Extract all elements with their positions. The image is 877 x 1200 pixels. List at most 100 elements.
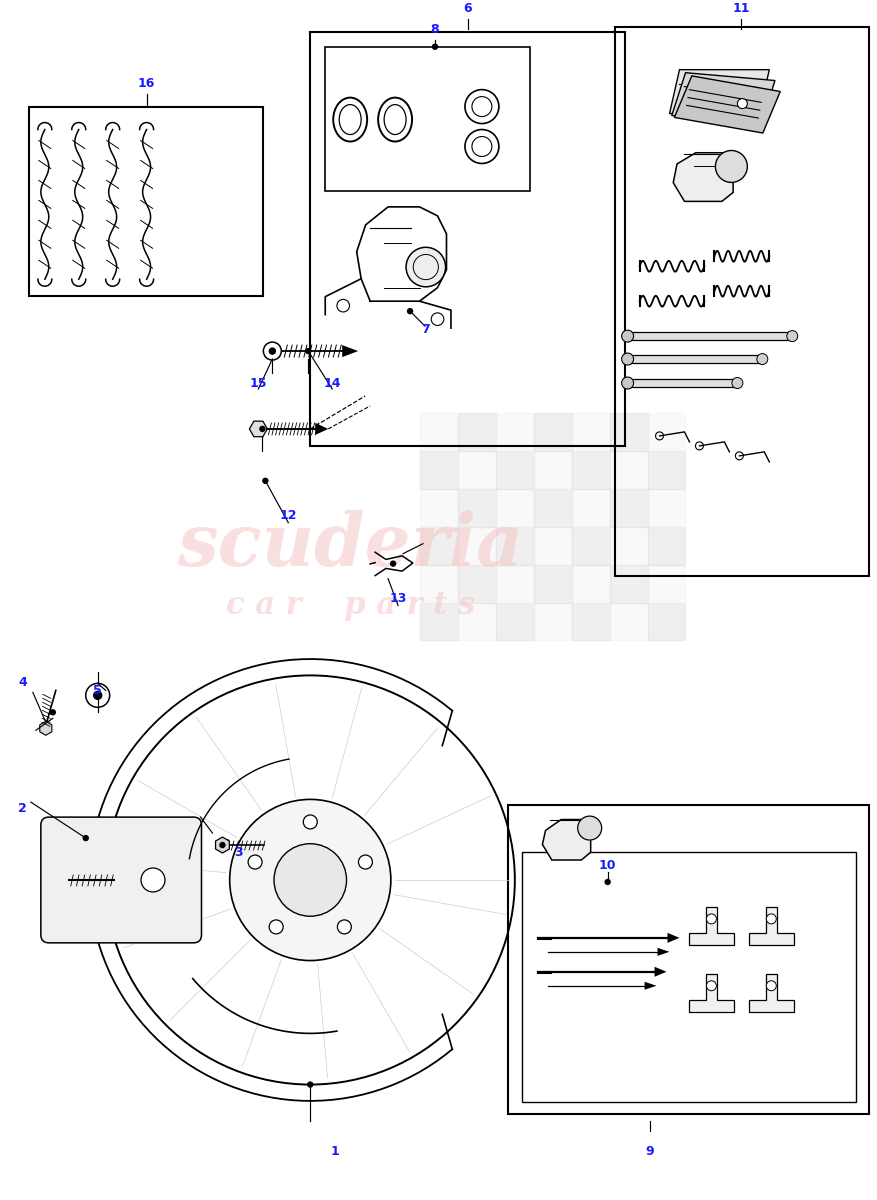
Bar: [521, 852, 855, 1102]
Text: 14: 14: [323, 377, 340, 390]
Bar: [627, 355, 761, 364]
Bar: [419, 488, 458, 527]
Circle shape: [756, 354, 767, 365]
Bar: [627, 379, 737, 388]
Bar: [496, 527, 533, 565]
Circle shape: [248, 856, 261, 869]
Text: 13: 13: [389, 592, 406, 605]
Circle shape: [706, 980, 716, 991]
Text: 11: 11: [731, 2, 749, 16]
Bar: [533, 527, 571, 565]
Polygon shape: [249, 421, 267, 437]
Circle shape: [390, 562, 396, 566]
Bar: [627, 332, 791, 340]
Bar: [571, 527, 609, 565]
Bar: [609, 488, 647, 527]
Circle shape: [230, 799, 390, 960]
Text: 15: 15: [249, 377, 267, 390]
Text: 7: 7: [420, 323, 429, 336]
Polygon shape: [39, 721, 52, 736]
Bar: [458, 413, 496, 451]
Circle shape: [405, 247, 446, 287]
Text: 12: 12: [279, 509, 296, 522]
Circle shape: [766, 980, 775, 991]
Bar: [458, 488, 496, 527]
Circle shape: [269, 920, 282, 934]
Bar: [419, 413, 458, 451]
Polygon shape: [315, 422, 328, 434]
Polygon shape: [654, 967, 666, 977]
Text: 1: 1: [331, 1145, 339, 1158]
Circle shape: [621, 330, 633, 342]
Bar: [609, 565, 647, 602]
Circle shape: [337, 920, 351, 934]
Bar: [533, 602, 571, 641]
Circle shape: [432, 44, 437, 49]
Bar: [533, 413, 571, 451]
Text: 9: 9: [645, 1145, 653, 1158]
Bar: [458, 602, 496, 641]
Text: 4: 4: [18, 676, 27, 689]
Bar: [609, 451, 647, 488]
Circle shape: [621, 353, 633, 365]
Bar: [496, 602, 533, 641]
Bar: [29, 107, 263, 296]
Polygon shape: [748, 907, 794, 944]
Text: c a r    p a r t s: c a r p a r t s: [225, 590, 474, 622]
Bar: [496, 565, 533, 602]
Polygon shape: [657, 948, 669, 956]
Bar: [458, 565, 496, 602]
FancyBboxPatch shape: [41, 817, 201, 943]
Circle shape: [337, 299, 349, 312]
Circle shape: [269, 348, 275, 354]
Bar: [614, 26, 868, 576]
Bar: [647, 413, 685, 451]
Text: 6: 6: [463, 2, 472, 16]
Bar: [419, 451, 458, 488]
Bar: [571, 565, 609, 602]
Circle shape: [83, 835, 88, 840]
Bar: [609, 413, 647, 451]
Bar: [571, 602, 609, 641]
Bar: [496, 413, 533, 451]
Circle shape: [262, 479, 267, 484]
Polygon shape: [669, 70, 768, 114]
Circle shape: [766, 914, 775, 924]
Circle shape: [706, 914, 716, 924]
Text: 8: 8: [431, 23, 438, 36]
Circle shape: [308, 1082, 312, 1087]
Bar: [647, 488, 685, 527]
Circle shape: [786, 331, 797, 342]
Text: 5: 5: [93, 684, 102, 697]
Polygon shape: [342, 346, 358, 358]
Bar: [496, 451, 533, 488]
Circle shape: [621, 377, 633, 389]
Circle shape: [95, 692, 100, 698]
Polygon shape: [667, 932, 679, 943]
Polygon shape: [671, 73, 774, 124]
Circle shape: [305, 348, 310, 354]
Polygon shape: [688, 907, 733, 944]
Bar: [609, 602, 647, 641]
Circle shape: [358, 856, 372, 869]
Bar: [533, 488, 571, 527]
Bar: [507, 805, 868, 1115]
Polygon shape: [688, 973, 733, 1012]
Bar: [647, 451, 685, 488]
Bar: [533, 565, 571, 602]
Bar: [324, 47, 529, 192]
Circle shape: [715, 150, 746, 182]
Bar: [609, 527, 647, 565]
Polygon shape: [674, 76, 780, 133]
Circle shape: [220, 842, 225, 847]
Bar: [647, 565, 685, 602]
Bar: [310, 31, 624, 446]
Circle shape: [94, 691, 102, 700]
Circle shape: [141, 868, 165, 892]
Circle shape: [260, 426, 265, 432]
Polygon shape: [748, 973, 794, 1012]
Circle shape: [731, 378, 742, 389]
Circle shape: [50, 710, 55, 715]
Bar: [419, 602, 458, 641]
Circle shape: [737, 98, 746, 108]
